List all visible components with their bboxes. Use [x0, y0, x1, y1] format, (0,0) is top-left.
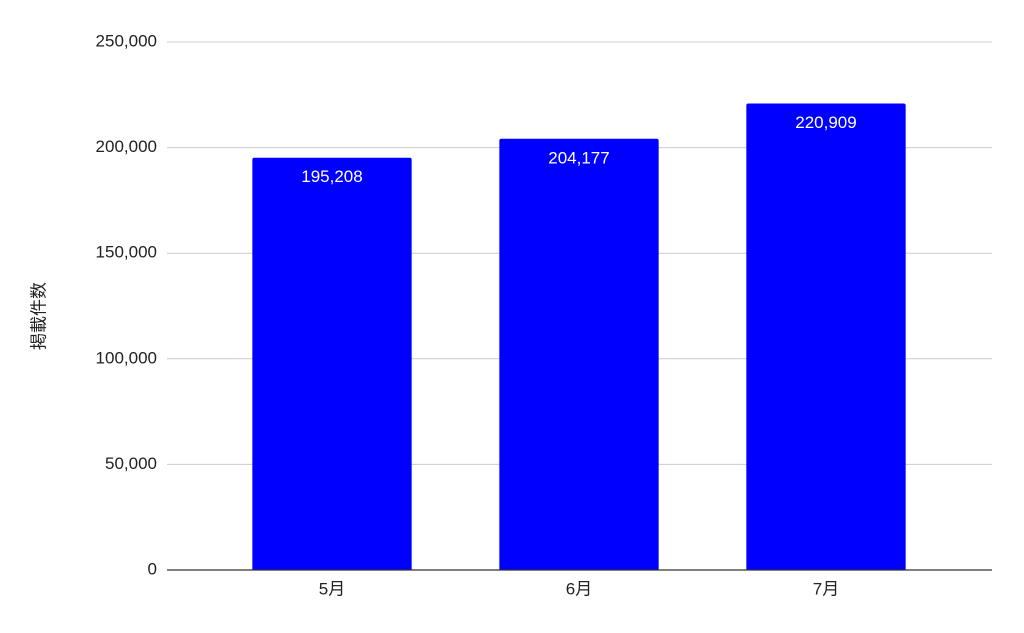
value-label: 195,208	[301, 167, 362, 186]
value-label: 220,909	[795, 113, 856, 132]
value-label: 204,177	[548, 148, 609, 167]
y-tick-label: 250,000	[96, 31, 157, 50]
x-tick-label: 7月	[813, 579, 839, 598]
x-tick-label: 5月	[319, 579, 345, 598]
y-axis-title: 掲載件数	[29, 282, 48, 350]
y-tick-label: 50,000	[105, 454, 157, 473]
bar	[252, 157, 412, 570]
y-tick-label: 200,000	[96, 137, 157, 156]
bar	[499, 138, 659, 570]
y-tick-label: 0	[148, 559, 157, 578]
y-tick-label: 100,000	[96, 348, 157, 367]
y-tick-label: 150,000	[96, 243, 157, 262]
bar	[746, 103, 906, 571]
x-tick-label: 6月	[566, 579, 592, 598]
